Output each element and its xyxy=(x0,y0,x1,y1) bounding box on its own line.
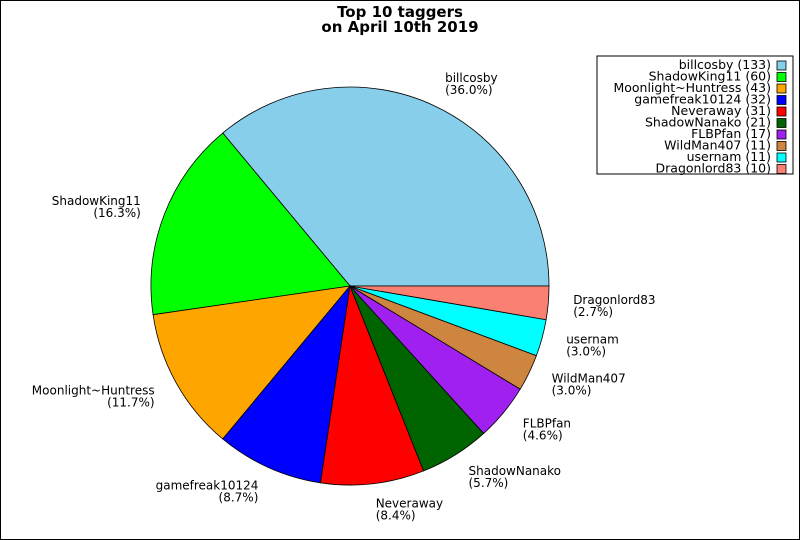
legend: billcosby (133)ShadowKing11 (60)Moonligh… xyxy=(596,55,794,176)
slice-label-wildman407: WildMan407(3.0%) xyxy=(552,372,626,398)
legend-swatch-gamefreak10124 xyxy=(776,95,787,105)
pie-slice-shadowking11 xyxy=(150,132,351,316)
legend-swatch-neveraway xyxy=(776,106,787,117)
slice-label-neveraway: Neveraway(8.4%) xyxy=(376,497,443,523)
pie-slice-billcosby xyxy=(222,86,550,287)
legend-box xyxy=(596,55,794,175)
slice-name-label: ShadowNanako xyxy=(469,464,562,478)
slice-percent-label: (3.0%) xyxy=(566,344,606,358)
slice-percent-label: (4.6%) xyxy=(523,429,563,443)
legend-label-shadownanako: ShadowNanako (21) xyxy=(645,115,771,130)
slice-name-label: ShadowKing11 xyxy=(52,194,141,208)
slice-percent-label: (8.7%) xyxy=(219,490,259,504)
slice-label-shadowking11: ShadowKing11(16.3%) xyxy=(52,194,141,220)
slice-name-label: billcosby xyxy=(445,71,498,85)
legend-label-gamefreak10124: gamefreak10124 (32) xyxy=(634,92,771,107)
pie-slice-dragonlord83 xyxy=(349,285,550,321)
legend-label-moonlight-huntress: Moonlight~Huntress (43) xyxy=(613,80,771,95)
legend-swatch-shadownanako xyxy=(776,118,787,128)
legend-label-dragonlord83: Dragonlord83 (10) xyxy=(656,161,771,176)
slice-labels: billcosby(36.0%) ShadowKing11(16.3%) Moonl… xyxy=(32,71,656,522)
slice-label-shadownanako: ShadowNanako(5.7%) xyxy=(469,464,562,490)
legend-label-usernam: usernam (11) xyxy=(687,149,771,164)
slice-label-moonlight-huntress: Moonlight~Huntress(11.7%) xyxy=(32,384,155,410)
slice-name-label: Moonlight~Huntress xyxy=(32,384,155,398)
legend-label-neveraway: Neveraway (31) xyxy=(671,103,771,118)
pie-slice-gamefreak10124 xyxy=(222,284,351,484)
slice-label-gamefreak10124: gamefreak10124(8.7%) xyxy=(156,478,259,504)
slice-label-flbpfan: FLBPfan(4.6%) xyxy=(523,417,571,443)
legend-label-shadowking11: ShadowKing11 (60) xyxy=(649,69,771,84)
pie-slice-moonlight-huntress xyxy=(152,285,351,440)
pie-slice-neveraway xyxy=(320,284,425,486)
chart-title-line-2: on April 10th 2019 xyxy=(321,18,478,36)
slice-percent-label: (2.7%) xyxy=(573,305,613,319)
slice-name-label: Dragonlord83 xyxy=(573,293,655,307)
slice-percent-label: (11.7%) xyxy=(107,396,154,410)
slice-name-label: usernam xyxy=(566,332,619,346)
slice-name-label: FLBPfan xyxy=(523,417,571,431)
legend-swatch-shadowking11 xyxy=(776,72,787,82)
chart-title-line-1: Top 10 taggers xyxy=(337,3,463,21)
slice-label-billcosby: billcosby(36.0%) xyxy=(445,71,498,97)
slice-percent-label: (16.3%) xyxy=(93,206,140,220)
slice-percent-label: (36.0%) xyxy=(445,83,492,97)
slice-name-label: gamefreak10124 xyxy=(156,478,259,492)
pie-slices xyxy=(150,86,550,486)
legend-swatch-dragonlord83 xyxy=(776,164,787,174)
legend-swatch-moonlight-huntress xyxy=(776,83,787,94)
slice-percent-label: (5.7%) xyxy=(469,476,509,490)
slice-label-usernam: usernam(3.0%) xyxy=(566,332,619,358)
legend-label-wildman407: WildMan407 (11) xyxy=(664,138,771,153)
legend-label-flbpfan: FLBPfan (17) xyxy=(691,126,771,141)
slice-percent-label: (8.4%) xyxy=(376,509,416,523)
slice-name-label: WildMan407 xyxy=(552,372,626,386)
legend-label-billcosby: billcosby (133) xyxy=(679,57,771,72)
legend-swatch-flbpfan xyxy=(776,129,787,140)
legend-swatch-wildman407 xyxy=(776,141,787,151)
legend-swatch-billcosby xyxy=(776,60,787,71)
slice-name-label: Neveraway xyxy=(376,497,443,511)
legend-swatch-usernam xyxy=(776,152,787,163)
slice-percent-label: (3.0%) xyxy=(552,384,592,398)
slice-label-dragonlord83: Dragonlord83(2.7%) xyxy=(573,293,655,319)
